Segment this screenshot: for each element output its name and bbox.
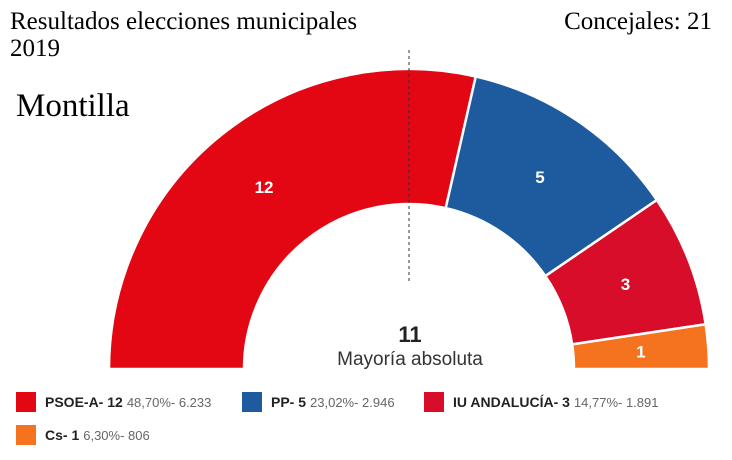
legend-item-iu: IU ANDALUCÍA- 3 14,77%- 1.891	[424, 392, 659, 412]
seat-label: 12	[255, 178, 274, 197]
majority-number: 11	[398, 322, 422, 347]
chart-title: Resultados elecciones municipales 2019	[10, 8, 430, 62]
legend-name: PSOE-A- 12	[45, 394, 123, 410]
legend-name: IU ANDALUCÍA- 3	[453, 394, 570, 410]
legend-item-cs: Cs- 1 6,30%- 806	[16, 425, 150, 445]
legend-stats: 48,70%- 6.233	[126, 394, 212, 410]
legend-swatch	[242, 392, 262, 412]
seat-label: 1	[636, 343, 645, 362]
legend-stats: 14,77%- 1.891	[573, 394, 659, 410]
majority-label: Mayoría absoluta	[337, 349, 483, 370]
legend-stats: 6,30%- 806	[83, 427, 150, 443]
legend-swatch	[16, 392, 36, 412]
legend-swatch	[16, 425, 36, 445]
councillors-count: Concejales: 21	[564, 8, 712, 35]
legend-name: Cs- 1	[45, 427, 80, 443]
seat-segment-cs	[570, 322, 711, 371]
seat-label: 3	[621, 275, 630, 294]
legend-swatch	[424, 392, 444, 412]
legend-name: PP- 5	[271, 394, 307, 410]
legend-item-pp: PP- 5 23,02%- 2.946	[242, 392, 395, 412]
seat-segment-psoe-a	[107, 67, 478, 371]
legend-stats: 23,02%- 2.946	[310, 394, 395, 410]
title-line-1: Resultados elecciones municipales	[10, 8, 358, 35]
town-name: Montilla	[16, 88, 130, 124]
seat-label: 5	[535, 168, 544, 187]
title-line-2: 2019	[10, 35, 60, 62]
legend-item-psoe: PSOE-A- 12 48,70%- 6.233	[16, 392, 211, 412]
